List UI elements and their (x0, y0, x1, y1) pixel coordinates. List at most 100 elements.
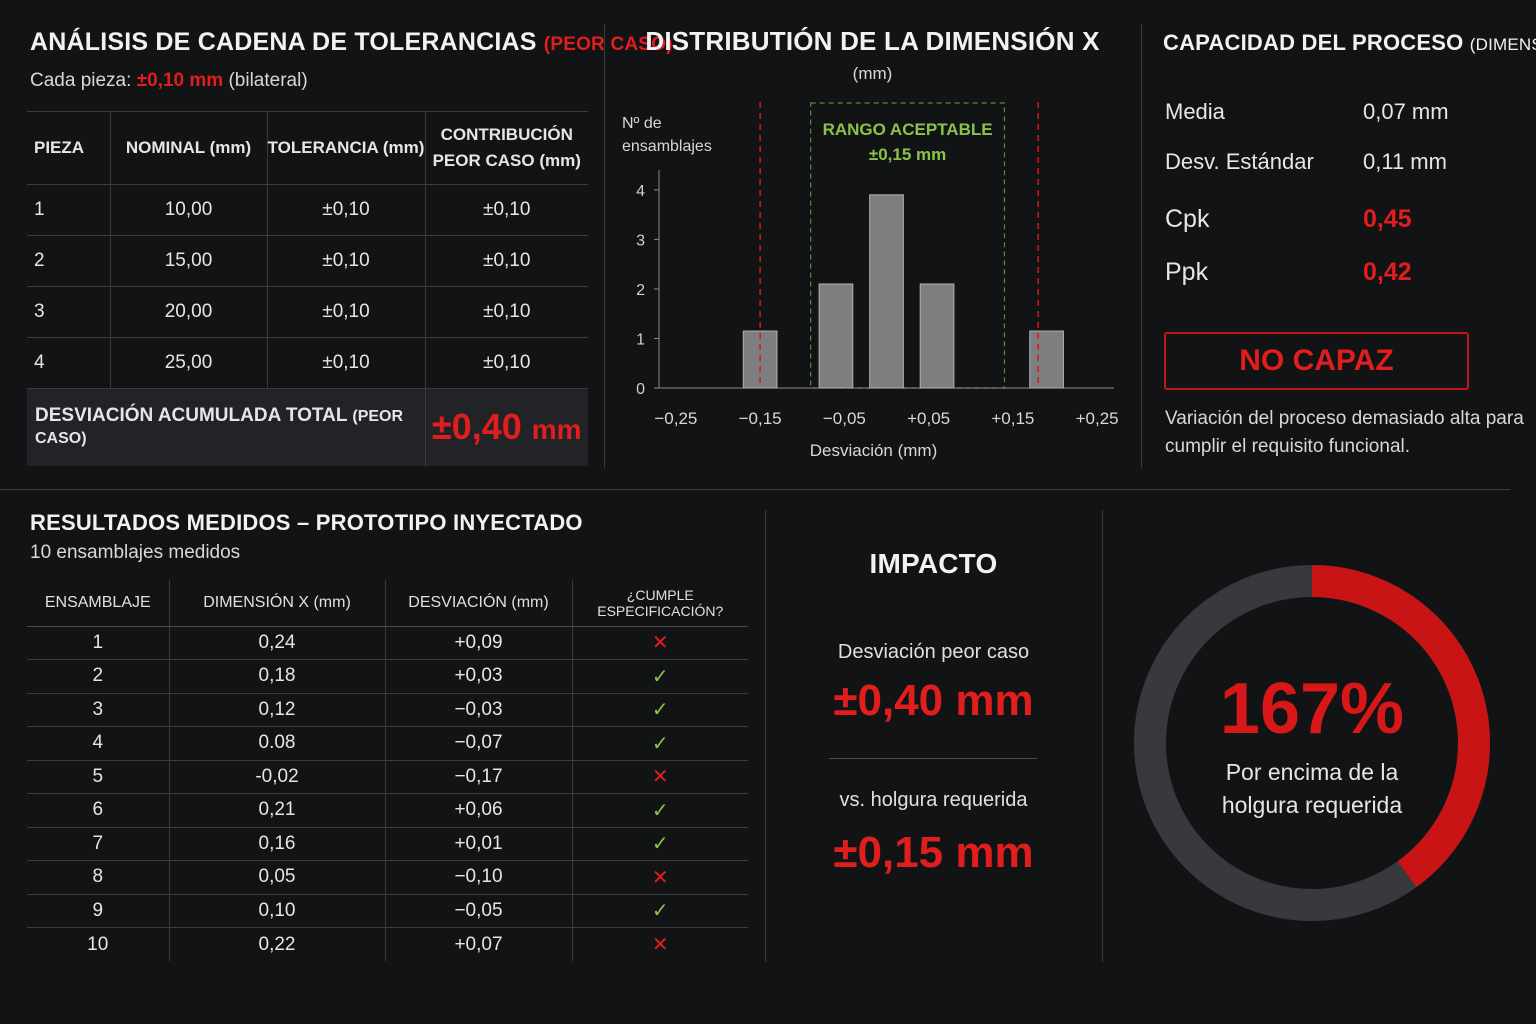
stat-value-desv: 0,11 mm (1363, 149, 1447, 174)
cross-icon: ✕ (651, 866, 669, 889)
cumple-cell: ✕ (572, 760, 748, 794)
stat-label-desv: Desv. Estándar (1165, 149, 1314, 174)
donut-label: Por encima de la holgura requerida (1184, 756, 1440, 822)
stat-label-ppk: Ppk (1165, 258, 1209, 286)
cross-icon: ✕ (651, 632, 669, 655)
results-header-row: ENSAMBLAJE DIMENSIÓN X (mm) DESVIACIÓN (… (27, 580, 748, 627)
nominal-cell: 20,00 (110, 286, 268, 338)
stat-value-media: 0,07 mm (1363, 99, 1449, 124)
x-tick-label: +0,05 (907, 409, 950, 428)
tolerance-row: 4 25,00 ±0,10 ±0,10 (27, 337, 588, 389)
tolerance-sub-value: ±0,10 mm (136, 70, 224, 91)
impact-label-worst: Desviación peor caso (837, 641, 1030, 663)
histogram-bar (919, 283, 955, 389)
histogram-bar (1029, 330, 1064, 389)
check-icon: ✓ (651, 799, 669, 822)
check-icon: ✓ (651, 699, 669, 722)
desviacion-cell: −0,05 (385, 894, 573, 928)
y-axis-label: Nº de (622, 115, 662, 132)
check-icon: ✓ (651, 833, 669, 856)
results-row: 8 0,05 −0,10 ✕ (27, 860, 748, 895)
dimension-cell: 0,12 (169, 693, 386, 727)
desviacion-cell: +0,06 (385, 793, 573, 828)
y-tick-label: 4 (636, 183, 645, 200)
ensamblaje-cell: 10 (27, 927, 170, 961)
capability-title: CAPACIDAD DEL PROCESO (DIMENSIÓN X) (1163, 30, 1536, 56)
desviacion-cell: +0,03 (385, 659, 573, 694)
stat-label-cpk: Cpk (1165, 205, 1210, 233)
col-header-pieza: PIEZA (27, 111, 111, 185)
results-subtitle: 10 ensamblajes medidos (30, 542, 241, 563)
tolerance-row: 1 10,00 ±0,10 ±0,10 (27, 184, 588, 236)
col-header-tolerancia: TOLERANCIA (mm) (267, 111, 426, 185)
results-row: 9 0,10 −0,05 ✓ (27, 894, 748, 928)
pieza-cell: 2 (27, 235, 111, 287)
x-axis-label: Desviación (mm) (810, 441, 938, 460)
x-tick-label: −0,05 (823, 409, 866, 428)
stat-label-media: Media (1165, 99, 1225, 124)
tolerancia-cell: ±0,10 (267, 235, 426, 287)
divider-bottom-right (1102, 510, 1103, 962)
tolerancia-cell: ±0,10 (267, 184, 426, 236)
impact-value-required: ±0,15 mm (833, 828, 1034, 877)
y-tick-label: 1 (636, 331, 645, 348)
x-tick-label: +0,25 (1076, 409, 1119, 428)
histogram-bar (818, 283, 854, 389)
impact-title: IMPACTO (869, 548, 998, 579)
tolerance-total-row: DESVIACIÓN ACUMULADA TOTAL (PEOR CASO) ±0… (27, 388, 588, 466)
nominal-cell: 25,00 (110, 337, 268, 389)
col-header-dimension: DIMENSIÓN X (mm) (169, 580, 386, 627)
tolerance-header-row: PIEZA NOMINAL (mm) TOLERANCIA (mm) CONTR… (27, 111, 588, 185)
donut-label-l1: Por encima de la (1225, 759, 1399, 785)
tolerance-sub-prefix: Cada pieza: (30, 70, 132, 91)
ensamblaje-cell: 5 (27, 760, 170, 794)
desviacion-cell: −0,10 (385, 860, 573, 895)
dimension-cell: 0,18 (169, 659, 386, 694)
acceptable-range-label: ±0,15 mm (869, 145, 946, 164)
col-header-ensamblaje: ENSAMBLAJE (27, 580, 170, 627)
total-label: DESVIACIÓN ACUMULADA TOTAL (PEOR CASO) (27, 388, 426, 466)
cumple-cell: ✓ (572, 793, 748, 828)
tolerance-title-text: ANÁLISIS DE CADENA DE TOLERANCIAS (30, 28, 537, 56)
total-value: ±0,40 mm (425, 388, 588, 466)
donut-percent: 167% (1219, 669, 1405, 749)
cumple-cell: ✓ (572, 726, 748, 761)
results-row: 10 0,22 +0,07 ✕ (27, 927, 748, 961)
tolerance-row: 3 20,00 ±0,10 ±0,10 (27, 286, 588, 338)
results-row: 3 0,12 −0,03 ✓ (27, 693, 748, 727)
col-header-desviacion: DESVIACIÓN (mm) (385, 580, 573, 627)
cross-icon: ✕ (651, 766, 669, 789)
x-tick-label: −0,15 (739, 409, 782, 428)
results-row: 4 0.08 −0,07 ✓ (27, 726, 748, 761)
dimension-cell: 0,21 (169, 793, 386, 828)
histogram-title: DISTRIBUTIÓN DE LA DIMENSIÓN X (645, 26, 1100, 56)
impact-label-required: vs. holgura requerida (839, 789, 1028, 811)
divider-top-right (1141, 24, 1142, 468)
tolerance-table: PIEZA NOMINAL (mm) TOLERANCIA (mm) CONTR… (27, 111, 588, 466)
desviacion-cell: −0,03 (385, 693, 573, 727)
impact-value-worst: ±0,40 mm (833, 676, 1034, 725)
tolerance-sub-suffix: (bilateral) (228, 70, 308, 91)
check-icon: ✓ (651, 732, 669, 755)
col-header-contribucion-l1: CONTRIBUCIÓN (440, 125, 573, 144)
contribucion-cell: ±0,10 (425, 184, 588, 236)
tolerance-subtitle: Cada pieza: ±0,10 mm (bilateral) (30, 70, 308, 92)
tolerancia-cell: ±0,10 (267, 286, 426, 338)
total-value-unit: mm (531, 414, 582, 446)
results-row: 7 0,16 +0,01 ✓ (27, 827, 748, 861)
col-header-contribucion-l2: PEOR CASO (mm) (432, 151, 581, 170)
dimension-cell: 0,22 (169, 927, 386, 961)
ensamblaje-cell: 2 (27, 659, 170, 694)
ensamblaje-cell: 9 (27, 894, 170, 928)
x-tick-label: +0,15 (991, 409, 1034, 428)
results-row: 5 -0,02 −0,17 ✕ (27, 760, 748, 794)
tolerance-row: 2 15,00 ±0,10 ±0,10 (27, 235, 588, 287)
divider-top-left (604, 24, 605, 468)
y-tick-label: 2 (636, 282, 645, 299)
contribucion-cell: ±0,10 (425, 286, 588, 338)
ensamblaje-cell: 3 (27, 693, 170, 727)
stat-value-ppk: 0,42 (1363, 258, 1412, 286)
cumple-cell: ✓ (572, 827, 748, 861)
acceptable-range-box (810, 102, 1006, 389)
cumple-cell: ✕ (572, 860, 748, 895)
